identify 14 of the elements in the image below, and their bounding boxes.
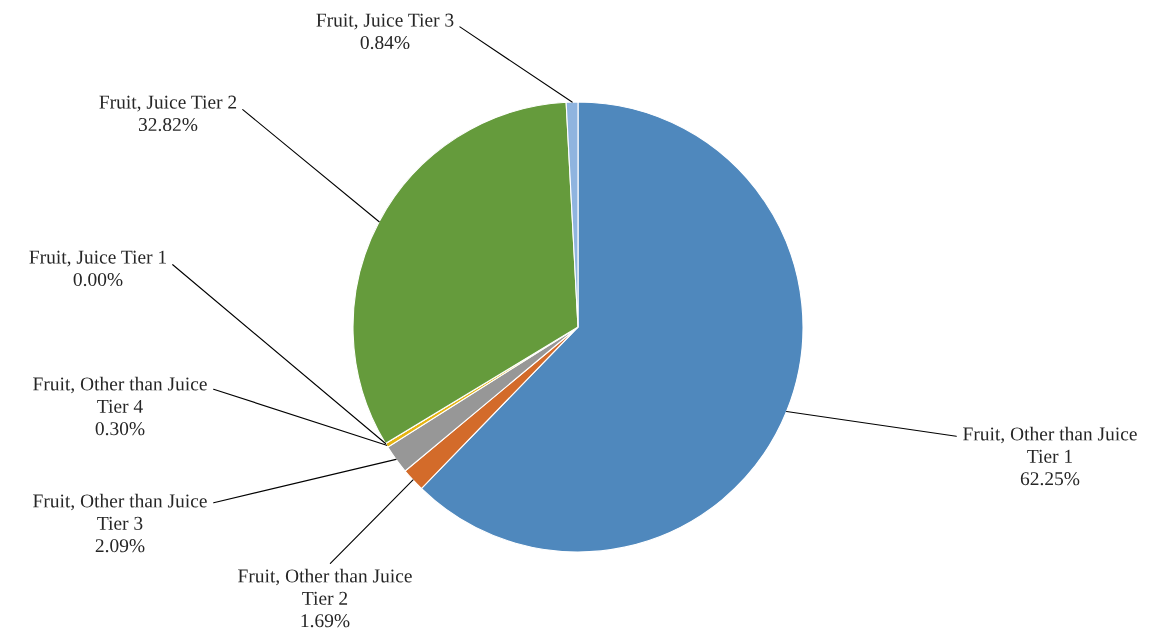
category-label: Fruit, Juice Tier 1 (29, 250, 166, 267)
data-label: 0.84% (360, 35, 410, 50)
data-label: 62.25% (1020, 472, 1080, 486)
slice-label: Fruit, Juice Tier 2 (99, 95, 237, 112)
data-label: 1.69% (301, 614, 350, 628)
text: 0.00% (73, 272, 123, 287)
slice-label: Fruit, Juice Tier 3 (316, 13, 454, 30)
data-label: 2.09% (95, 539, 145, 553)
slice-label: Fruit, Other than Juice Tier 4 (33, 376, 207, 413)
slice-label: Fruit, Other than Juice Tier 1 (963, 426, 1137, 463)
slice-label: Fruit, Other than Juice Tier 3 (33, 493, 207, 530)
data-label: 32.82% (138, 117, 198, 132)
data-label: 0.30% (95, 422, 145, 436)
slice-label: Fruit, Other than Juice Tier 2 (238, 568, 412, 605)
